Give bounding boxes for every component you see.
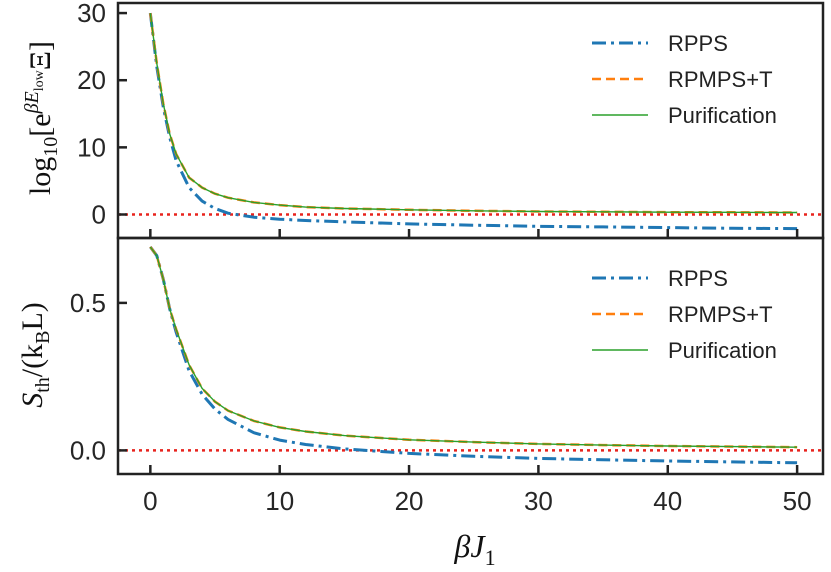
top-ylabel-mid: [e: [24, 113, 57, 136]
top-series-purification: [149, 13, 798, 214]
top-ylabel-pre: log: [24, 157, 57, 195]
top-ylabel-supsub: low: [32, 69, 47, 91]
top-ylabel: log10[eβElowΞ]: [21, 41, 62, 195]
bottom-xtick-label: 20: [395, 486, 424, 516]
bottom-xtick-label: 30: [524, 486, 553, 516]
bottom-legend-label: RPPS: [668, 266, 728, 291]
bottom-series-rpps: [149, 246, 798, 465]
top-ylabel-post: Ξ]: [24, 41, 57, 70]
bottom-ytick-label: 0.5: [70, 288, 106, 318]
top-ytick-label: 10: [77, 132, 106, 162]
top-legend-label: Purification: [668, 103, 777, 128]
bottom-ytick-label: 0.0: [70, 435, 106, 465]
bottom-axes-frame: [116, 236, 825, 476]
bottom-ylabel-sub: th: [32, 377, 54, 393]
top-ytick-label: 20: [77, 65, 106, 95]
bottom-ylabel-post: /(k: [16, 344, 49, 377]
xlabel-sub: 1: [485, 545, 496, 570]
bottom-ylabel-post2: L): [16, 302, 49, 330]
bottom-legend-label: Purification: [668, 338, 777, 363]
top-ylabel-sub: 10: [40, 137, 62, 157]
top-ytick-label: 30: [77, 0, 106, 28]
top-legend-label: RPPS: [668, 31, 728, 56]
bottom-xtick-label: 10: [265, 486, 294, 516]
bottom-ylabel-pre: S: [16, 393, 49, 408]
xlabel-pre: βJ: [453, 528, 486, 564]
xlabel: βJ1: [453, 528, 495, 570]
bottom-xtick-label: 40: [653, 486, 682, 516]
bottom-ylabel-sub2: B: [32, 331, 54, 344]
top-legend-label: RPMPS+T: [668, 67, 773, 92]
top-ylabel-sup: βE: [21, 91, 43, 114]
bottom-series-purification: [149, 246, 798, 448]
bottom-panel: 0.0 0.5 0 10 20 30 40 50 RPPS RPMPS+T Purification: [70, 236, 825, 516]
top-ytick-label: 0: [92, 200, 106, 230]
bottom-legend-label: RPMPS+T: [668, 302, 773, 327]
top-panel: 0 10 20 30 RPPS RPMPS+T Purification: [77, 0, 825, 240]
bottom-ylabel: Sth/(kBL): [16, 302, 54, 408]
bottom-xtick-label: 0: [143, 486, 157, 516]
bottom-xtick-label: 50: [783, 486, 812, 516]
